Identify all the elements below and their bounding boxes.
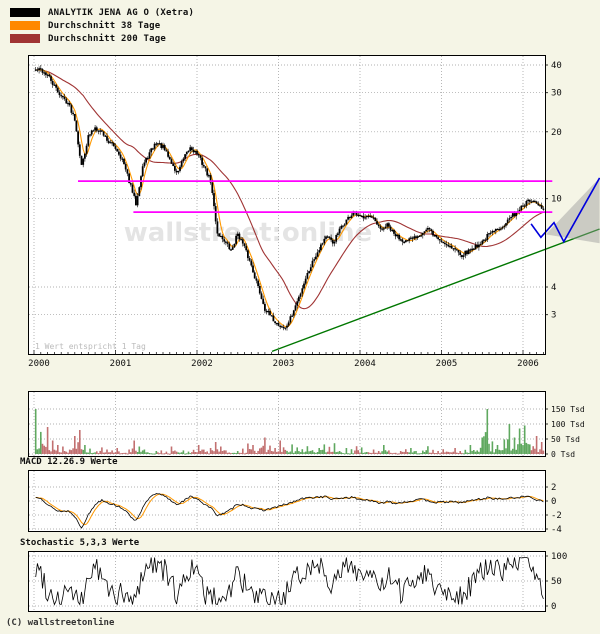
macd-line (35, 493, 544, 529)
x-axis-label: 2004 (354, 359, 376, 369)
ma200-label: Durchschnitt 200 Tage (48, 33, 166, 44)
legend-row-ma38: Durchschnitt 38 Tage (10, 19, 194, 32)
svg-text:4: 4 (551, 283, 556, 293)
scale-note: 1 Wert entspricht 1 Tag (35, 342, 146, 351)
projection-wedge (545, 177, 600, 244)
x-axis-label: 2003 (272, 359, 295, 369)
candles-layer (34, 68, 545, 329)
ma200-color-swatch (10, 34, 40, 43)
price-chart-canvas: wallstreet:online 40 30 20 10 4 3 1 Wert entspr… (28, 55, 600, 355)
x-axis-label: 2006 (517, 359, 539, 369)
svg-text:0 Tsd: 0 Tsd (551, 450, 575, 457)
stochastic-line (35, 556, 544, 606)
x-axis-label: 2005 (435, 359, 458, 369)
macd-label: MACD 12.26.9 Werte (20, 457, 118, 467)
stochastic-label: Stochastic 5,3,3 Werte (20, 538, 140, 548)
legend-row-ma200: Durchschnitt 200 Tage (10, 32, 194, 45)
svg-text:-2: -2 (551, 511, 562, 521)
svg-text:30: 30 (551, 89, 562, 99)
svg-text:2: 2 (551, 483, 556, 493)
legend: ANALYTIK JENA AG O (Xetra) Durchschnitt … (10, 6, 194, 45)
main-price-chart: wallstreet:online 40 30 20 10 4 3 1 Wert entspr… (28, 55, 600, 355)
instrument-name: ANALYTIK JENA AG O (Xetra) (48, 7, 195, 18)
svg-text:3: 3 (551, 311, 556, 321)
svg-text:0: 0 (551, 602, 556, 612)
stochastic-chart: 100 50 0 (28, 551, 600, 612)
stochastic-canvas: 100 50 0 (28, 551, 567, 612)
svg-text:20: 20 (551, 128, 562, 138)
svg-text:150 Tsd: 150 Tsd (551, 405, 585, 414)
svg-text:50 Tsd: 50 Tsd (551, 435, 580, 444)
ma38-color-swatch (10, 21, 40, 30)
svg-text:0: 0 (551, 497, 556, 507)
macd-signal-line (35, 493, 544, 526)
x-axis-label: 2001 (109, 359, 132, 369)
x-axis: 2000 2001 2002 2003 2004 2005 2006 (0, 359, 600, 373)
ma38-label: Durchschnitt 38 Tage (48, 20, 161, 31)
volume-chart: 150 Tsd 100 Tsd 50 Tsd 0 Tsd (28, 391, 600, 457)
svg-text:50: 50 (551, 577, 562, 587)
volume-bars (34, 409, 545, 455)
x-axis-label: 2002 (191, 359, 213, 369)
svg-text:-4: -4 (551, 525, 562, 532)
macd-canvas: 2 0 -2 -4 (28, 470, 562, 532)
x-axis-label: 2000 (28, 359, 50, 369)
instrument-color-swatch (10, 8, 40, 17)
svg-text:40: 40 (551, 61, 562, 71)
watermark: wallstreet:online (124, 218, 373, 248)
macd-chart: 2 0 -2 -4 (28, 470, 600, 532)
svg-text:100: 100 (551, 552, 567, 562)
legend-row-instrument: ANALYTIK JENA AG O (Xetra) (10, 6, 194, 19)
volume-canvas: 150 Tsd 100 Tsd 50 Tsd 0 Tsd (28, 391, 585, 457)
copyright: (C) wallstreetonline (6, 618, 115, 628)
projection-blue-line (530, 177, 600, 244)
svg-text:100 Tsd: 100 Tsd (551, 420, 585, 429)
svg-text:10: 10 (551, 195, 562, 205)
ma-200-line (35, 69, 544, 310)
